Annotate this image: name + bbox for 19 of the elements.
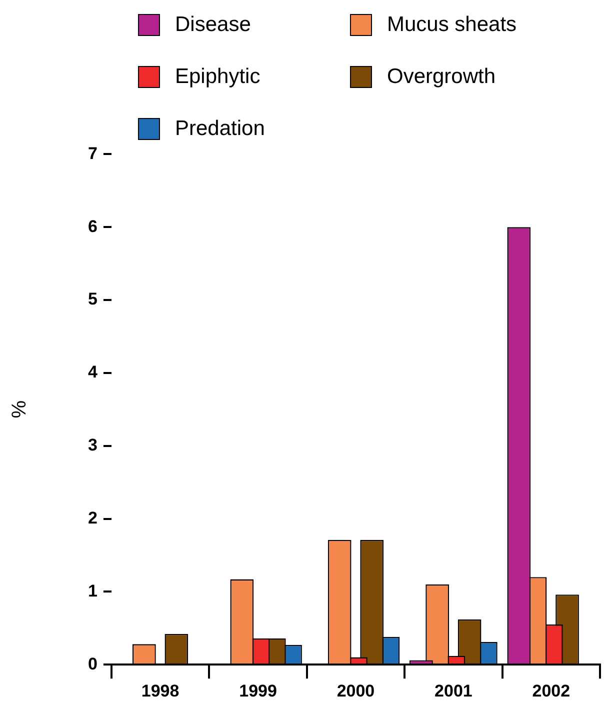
x-tick-label: 2002 — [532, 681, 570, 700]
y-tick-label: 2 — [88, 508, 98, 528]
legend-label: Predation — [175, 117, 265, 141]
y-tick-label: 0 — [88, 654, 98, 674]
y-tick-label: 1 — [88, 581, 98, 600]
x-tick-label: 1998 — [141, 681, 180, 700]
legend-label: Mucus sheats — [387, 13, 517, 37]
x-tick-label: 2001 — [434, 681, 472, 700]
legend-label: Disease — [175, 13, 251, 37]
y-tick-label: 4 — [88, 362, 98, 382]
y-tick-label: 5 — [88, 290, 98, 309]
y-tick-label: 3 — [88, 436, 98, 455]
y-tick-label: 7 — [88, 144, 98, 163]
legend-label: Overgrowth — [387, 65, 496, 89]
y-axis-title: % — [8, 400, 31, 418]
y-tick-label: 6 — [88, 216, 98, 236]
legend-label: Epiphytic — [175, 65, 260, 89]
x-tick-label: 1999 — [239, 681, 277, 700]
x-tick-label: 2000 — [336, 681, 375, 700]
